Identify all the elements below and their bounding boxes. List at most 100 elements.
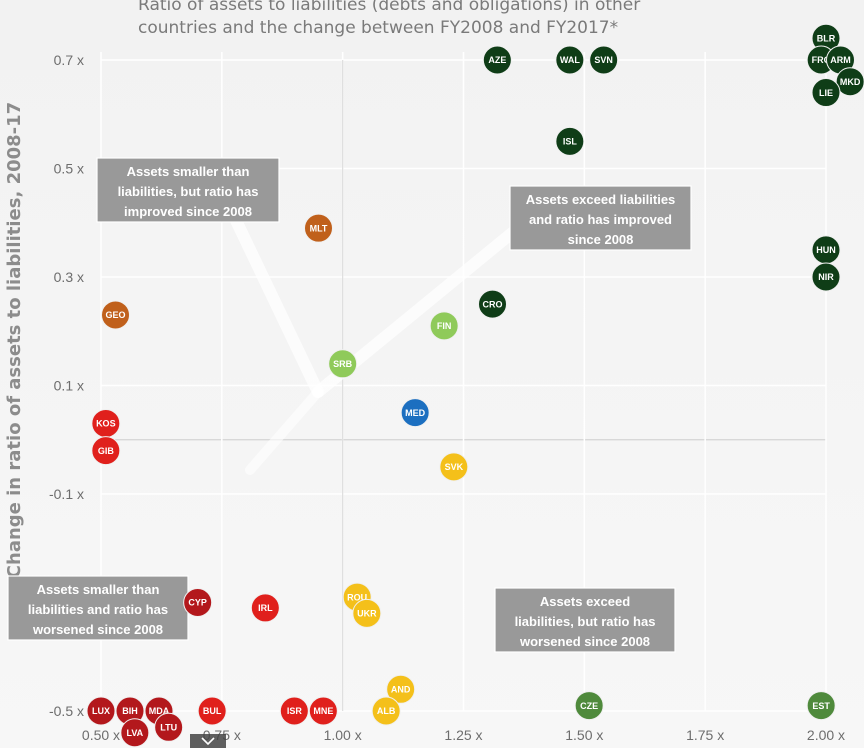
point-cze[interactable]: CZE bbox=[574, 691, 604, 721]
point-label: BIH bbox=[122, 706, 138, 716]
point-marker bbox=[250, 593, 280, 623]
point-label: WAL bbox=[560, 55, 580, 65]
x-tick-label: 1.75 x bbox=[686, 727, 724, 743]
point-lie[interactable]: LIE bbox=[811, 78, 841, 108]
point-geo[interactable]: GEO bbox=[101, 300, 130, 330]
point-marker bbox=[328, 349, 358, 379]
point-marker bbox=[478, 289, 507, 319]
point-marker bbox=[352, 598, 382, 628]
quadrant-text-line: Assets smaller than bbox=[127, 164, 250, 179]
point-est[interactable]: EST bbox=[806, 691, 836, 721]
y-tick-label: 0.7 x bbox=[54, 52, 84, 68]
point-label: GIB bbox=[98, 446, 115, 456]
point-mkd[interactable]: MKD bbox=[835, 67, 864, 97]
point-label: ALB bbox=[377, 706, 396, 716]
point-wal[interactable]: WAL bbox=[555, 45, 585, 75]
quadrant-text-line: liabilities, but ratio has bbox=[515, 614, 656, 629]
point-marker bbox=[371, 696, 401, 726]
point-label: KOS bbox=[96, 419, 116, 429]
point-gib[interactable]: GIB bbox=[91, 436, 121, 466]
chart-title-line-1: Ratio of assets to liabilities (debts an… bbox=[138, 0, 640, 15]
quadrant-label-bottom-left: Assets smaller than liabilities and ratio… bbox=[7, 575, 189, 641]
quadrant-text-line: liabilities and ratio has bbox=[28, 602, 168, 617]
point-marker bbox=[91, 436, 121, 466]
quadrant-label-top-left: Assets smaller than liabilities, but rati… bbox=[96, 157, 280, 223]
point-marker bbox=[183, 588, 213, 617]
point-label: ROU bbox=[347, 592, 367, 602]
point-marker bbox=[86, 696, 116, 726]
point-marker bbox=[439, 452, 469, 482]
point-lva[interactable]: LVA bbox=[120, 718, 150, 748]
point-label: IRL bbox=[258, 603, 273, 613]
x-tick-label: 0.50 x bbox=[82, 727, 120, 743]
point-label: SRB bbox=[333, 359, 353, 369]
point-isl[interactable]: ISL bbox=[555, 126, 585, 156]
y-tick-label: 0.5 x bbox=[54, 161, 84, 177]
point-aze[interactable]: AZE bbox=[482, 45, 512, 75]
point-marker bbox=[811, 262, 841, 292]
y-tick-label: 0.1 x bbox=[54, 378, 84, 394]
point-ltu[interactable]: LTU bbox=[154, 712, 184, 742]
point-label: HUN bbox=[816, 245, 836, 255]
point-label: SVN bbox=[594, 55, 613, 65]
y-tick-label: 0.3 x bbox=[54, 269, 84, 285]
point-mne[interactable]: MNE bbox=[308, 696, 338, 726]
point-marker bbox=[154, 712, 184, 742]
grid-lines bbox=[100, 52, 827, 712]
arrow-up-left bbox=[226, 206, 324, 398]
point-mlt[interactable]: MLT bbox=[304, 213, 333, 243]
point-label: UKR bbox=[357, 609, 377, 619]
quadrant-text-line: Assets smaller than bbox=[37, 582, 160, 597]
x-tick-label: 2.00 x bbox=[807, 727, 845, 743]
quadrant-text-line: worsened since 2008 bbox=[519, 634, 650, 649]
point-irl[interactable]: IRL bbox=[250, 593, 280, 623]
point-cyp[interactable]: CYP bbox=[183, 588, 213, 617]
point-kos[interactable]: KOS bbox=[91, 408, 121, 438]
x-tick-label: 1.50 x bbox=[565, 727, 603, 743]
point-label: MKD bbox=[840, 77, 861, 87]
point-med[interactable]: MED bbox=[400, 398, 430, 428]
quadrant-text-line: improved since 2008 bbox=[124, 204, 252, 219]
point-nir[interactable]: NIR bbox=[811, 262, 841, 292]
point-label: FRO bbox=[812, 55, 831, 65]
quadrant-text-line: Assets exceed bbox=[540, 594, 630, 609]
point-marker bbox=[589, 45, 619, 75]
point-marker bbox=[304, 213, 333, 243]
point-blr[interactable]: BLR bbox=[811, 23, 841, 53]
point-srb[interactable]: SRB bbox=[328, 349, 358, 379]
x-tick-label: 1.25 x bbox=[444, 727, 482, 743]
point-svk[interactable]: SVK bbox=[439, 452, 469, 482]
point-marker bbox=[482, 45, 512, 75]
point-isr[interactable]: ISR bbox=[279, 696, 309, 726]
point-label: BUL bbox=[203, 706, 222, 716]
point-marker bbox=[386, 674, 416, 704]
point-lux[interactable]: LUX bbox=[86, 696, 116, 726]
quadrant-arrows bbox=[226, 206, 524, 475]
quadrant-labels: Assets smaller than liabilities, but rati… bbox=[7, 157, 692, 653]
data-points: BLR FRO ARM MKD LIE AZE WAL SVN ISL HUN NIR CRO FIN S… bbox=[86, 23, 864, 748]
point-bul[interactable]: BUL bbox=[197, 696, 227, 726]
point-label: LTU bbox=[160, 722, 177, 732]
point-label: SVK bbox=[445, 462, 464, 472]
point-fin[interactable]: FIN bbox=[429, 311, 459, 341]
point-marker bbox=[806, 691, 836, 721]
point-label: LUX bbox=[92, 706, 110, 716]
y-tick-label: -0.1 x bbox=[49, 486, 84, 502]
point-marker bbox=[308, 696, 338, 726]
point-marker bbox=[120, 718, 150, 748]
point-cro[interactable]: CRO bbox=[478, 289, 507, 319]
point-ukr[interactable]: UKR bbox=[352, 598, 382, 628]
quadrant-box bbox=[509, 185, 692, 251]
point-label: MLT bbox=[310, 223, 328, 233]
arrow-down-left bbox=[245, 387, 323, 475]
point-and[interactable]: AND bbox=[386, 674, 416, 704]
chart-title-line-2: countries and the change between FY2008 … bbox=[138, 18, 618, 38]
chevron-down-icon[interactable] bbox=[190, 734, 226, 748]
point-hun[interactable]: HUN bbox=[811, 235, 841, 265]
point-alb[interactable]: ALB bbox=[371, 696, 401, 726]
point-label: CRO bbox=[483, 299, 503, 309]
y-tick-label: -0.5 x bbox=[49, 703, 84, 719]
point-svn[interactable]: SVN bbox=[589, 45, 619, 75]
quadrant-box bbox=[7, 575, 189, 641]
